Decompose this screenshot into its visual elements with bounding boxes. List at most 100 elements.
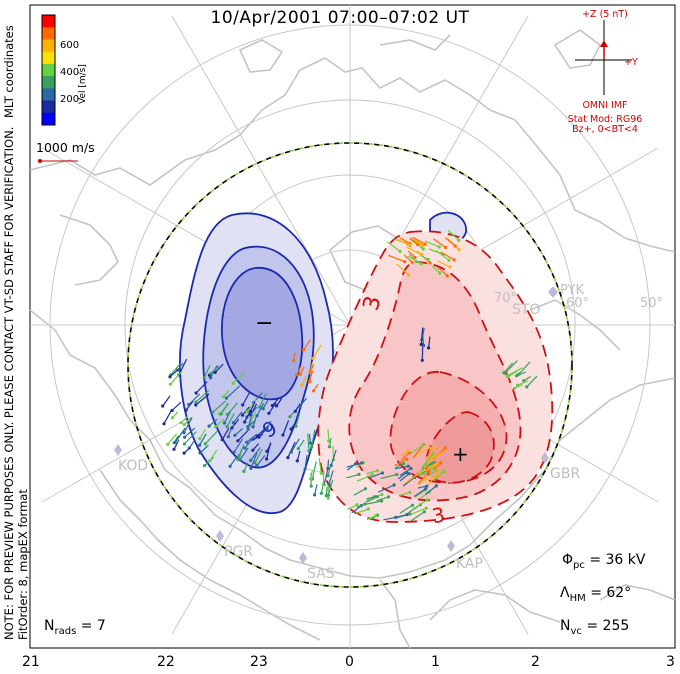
- velocity-vector: [517, 380, 529, 386]
- velocity-vector: [167, 433, 177, 445]
- velocity-vector-origin: [442, 469, 446, 474]
- velocity-vector: [212, 400, 226, 413]
- negative-potential-cell: [179, 211, 467, 515]
- velocity-vector-origin: [261, 407, 265, 411]
- velocity-vector-origin: [375, 469, 380, 473]
- velocity-vector-origin: [374, 514, 378, 518]
- imf-source: OMNI IMF: [582, 100, 628, 111]
- map-title: 10/Apr/2001 07:00–07:02 UT: [210, 8, 470, 28]
- lambda-subscript: HM: [569, 592, 586, 604]
- velocity-vector: [366, 515, 377, 521]
- velocity-vector: [412, 444, 424, 459]
- velocity-vector-origin: [525, 385, 529, 389]
- velocity-vector-origin: [208, 459, 212, 463]
- velocity-vector-origin: [403, 260, 407, 264]
- potential-maximum-marker: +: [452, 442, 469, 466]
- velocity-vector: [303, 339, 312, 351]
- velocity-vector: [271, 397, 280, 406]
- velocity-vector: [214, 363, 224, 373]
- velocity-vector-origin: [410, 503, 415, 507]
- velocity-vector: [256, 455, 266, 466]
- velocity-vector: [444, 237, 456, 247]
- velocity-vector: [353, 488, 366, 496]
- velocity-vector: [199, 433, 207, 446]
- velocity-vector: [244, 436, 255, 449]
- velocity-vector-origin: [249, 458, 253, 462]
- velocity-vector-origin: [236, 439, 240, 443]
- velocity-vector-origin: [295, 373, 299, 377]
- mlt-label-21: 21: [22, 654, 40, 670]
- colorbar-segment: [42, 39, 55, 53]
- velocity-vector-origin: [267, 411, 271, 415]
- velocity-vector-origin: [398, 249, 402, 253]
- velocity-vector: [394, 465, 409, 470]
- velocity-vector-origin: [408, 490, 412, 494]
- velocity-vector-origin: [222, 421, 227, 425]
- velocity-vector-origin: [183, 435, 187, 439]
- velocity-vector: [399, 237, 410, 244]
- stat-n-rads: Nrads = 7: [44, 618, 106, 637]
- velocity-vector-origin: [380, 492, 384, 497]
- velocity-vector: [413, 488, 426, 497]
- mlt-label-0: 0: [345, 654, 354, 670]
- velocity-vector: [414, 489, 426, 498]
- velocity-vector: [376, 496, 389, 502]
- velocity-vector-origin: [437, 245, 441, 249]
- velocity-vector-origin: [380, 471, 384, 475]
- velocity-vector-origin: [413, 255, 417, 259]
- velocity-vector-origin: [219, 412, 223, 416]
- velocity-vector-origin: [380, 499, 384, 503]
- velocity-vector-origin: [194, 391, 198, 395]
- velocity-vector-origin: [424, 487, 428, 491]
- velocity-vector-origin: [286, 456, 290, 460]
- velocity-vector-origin: [308, 370, 312, 374]
- velocity-vector-origin: [296, 447, 300, 451]
- velocity-vector-origin: [421, 243, 425, 247]
- velocity-vector: [266, 442, 272, 460]
- velocity-vector-origin: [225, 424, 229, 428]
- contour-label-positive-2: 3: [430, 502, 447, 528]
- velocity-vector: [447, 230, 460, 241]
- velocity-vector-origin: [427, 470, 431, 474]
- velocity-vector-origin: [438, 452, 442, 456]
- velocity-vector-origin: [243, 420, 247, 424]
- colorbar-segment: [42, 88, 55, 102]
- velocity-vector-origin: [162, 422, 166, 426]
- velocity-vector: [401, 452, 410, 461]
- velocity-vector-origin: [248, 409, 252, 413]
- velocity-vector-origin: [370, 473, 374, 477]
- velocity-vector: [231, 418, 240, 429]
- velocity-vector: [518, 361, 531, 375]
- velocity-vector: [215, 418, 225, 428]
- velocity-vector: [312, 344, 322, 359]
- velocity-vector-origin: [453, 244, 457, 248]
- nvc-value: = 255: [586, 618, 630, 634]
- velocity-vector: [169, 368, 179, 378]
- velocity-vector: [383, 516, 396, 521]
- velocity-vector-origin: [363, 487, 368, 491]
- velocity-vector: [256, 403, 265, 416]
- velocity-vector-origin: [392, 483, 396, 487]
- velocity-vector-origin: [209, 376, 213, 380]
- velocity-vector-origin: [173, 440, 177, 444]
- velocity-vector: [354, 508, 369, 515]
- velocity-vector: [296, 450, 301, 462]
- velocity-vector-origin: [405, 457, 409, 461]
- velocity-vector: [409, 237, 419, 245]
- velocity-vector: [412, 236, 426, 245]
- velocity-vector-origin: [321, 483, 326, 487]
- colorbar-tick-600: 600: [60, 40, 80, 51]
- velocity-vector-origin: [166, 442, 170, 446]
- velocity-vector: [411, 507, 427, 515]
- velocity-vector-origin: [416, 242, 420, 247]
- velocity-vector: [250, 403, 258, 416]
- velocity-vector: [226, 385, 241, 399]
- velocity-vector-origin: [233, 433, 237, 437]
- velocity-vector: [411, 511, 425, 522]
- velocity-vector-origin: [213, 425, 217, 429]
- velocity-vector: [259, 393, 267, 408]
- velocity-vector: [346, 473, 360, 479]
- velocity-vector-origin: [395, 472, 399, 477]
- velocity-vector-origin: [203, 442, 207, 446]
- velocity-vector: [307, 433, 310, 451]
